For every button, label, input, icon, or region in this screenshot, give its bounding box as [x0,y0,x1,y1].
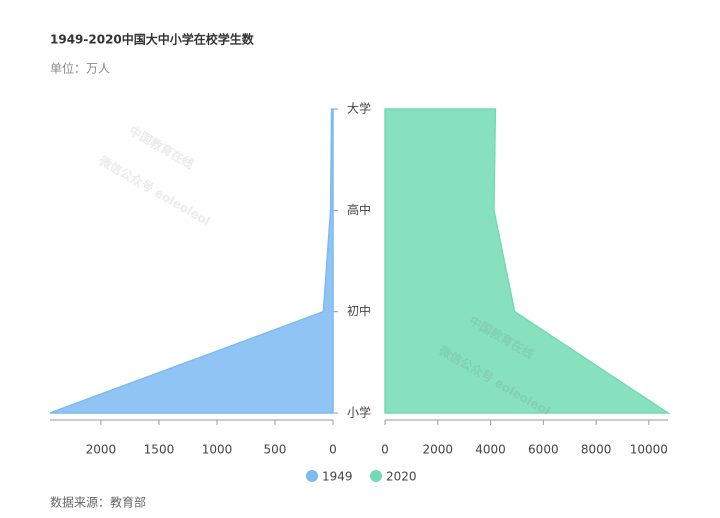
chart-title: 1949-2020中国大中小学在校学生数 [50,32,255,47]
x-tick-label: 10000 [630,443,668,457]
x-tick-label: 0 [381,443,389,457]
area [384,108,671,414]
watermark: 中国教育在线 [127,123,197,172]
category-label: 初中 [347,303,371,318]
source: 数据来源：教育部 [50,495,146,510]
area [49,108,334,414]
x-tick-label: 0 [329,443,337,457]
x-tick-label: 1000 [202,443,233,457]
legend-marker [306,470,318,482]
category-label: 高中 [347,202,371,217]
watermark: 微信公众号 eoleoleol [96,152,213,228]
category-label: 小学 [347,405,371,420]
subtitle: 单位：万人 [50,61,110,76]
x-tick-label: 8000 [581,443,612,457]
legend-marker [370,470,382,482]
x-tick-label: 500 [264,443,287,457]
x-tick-label: 4000 [475,443,506,457]
x-tick-label: 2000 [423,443,454,457]
x-tick-label: 6000 [528,443,559,457]
category-label: 大学 [347,101,371,116]
legend-label: 2020 [386,470,417,484]
x-tick-label: 1500 [144,443,175,457]
x-tick-label: 2000 [86,443,117,457]
legend-label: 1949 [322,470,353,484]
